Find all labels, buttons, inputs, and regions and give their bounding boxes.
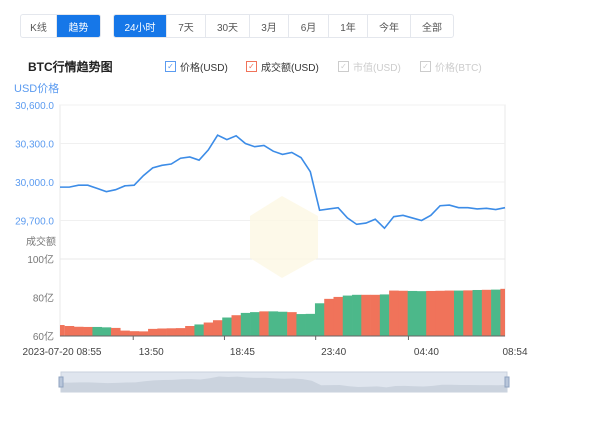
tab-all[interactable]: 全部 xyxy=(422,22,442,34)
volume-bar xyxy=(314,303,325,336)
zoom-handle-right[interactable] xyxy=(504,376,510,388)
volume-bar xyxy=(194,324,204,336)
checkbox-icon: ✓ xyxy=(165,61,176,72)
volume-bar xyxy=(240,312,251,336)
volume-bar xyxy=(268,311,279,336)
volume-bar xyxy=(185,325,195,336)
price-line xyxy=(60,134,506,230)
legend-label: 价格(BTC) xyxy=(435,63,482,74)
x-tick-label: 18:45 xyxy=(230,347,255,358)
volume-bar xyxy=(342,295,353,336)
volume-bar xyxy=(454,290,464,336)
price-axis-title: USD价格 xyxy=(14,81,59,95)
volume-bar xyxy=(231,315,242,336)
volume-bar xyxy=(166,328,177,336)
volume-bar xyxy=(83,326,93,336)
legend-label: 成交额(USD) xyxy=(261,63,319,74)
volume-bar xyxy=(250,312,260,336)
tab-trend[interactable]: 趋势 xyxy=(57,15,100,37)
zoom-slider-preview xyxy=(61,376,507,392)
volume-bar xyxy=(444,290,455,336)
range-tabs: 24小时 7天 30天 3月 6月 1年 今年 全部 xyxy=(113,14,454,38)
volume-bar xyxy=(352,294,362,336)
price-tick-label: 30,300.0 xyxy=(15,140,54,151)
tab-ytd[interactable]: 今年 xyxy=(368,15,411,37)
volume-bar xyxy=(101,327,112,336)
volume-bar xyxy=(73,326,84,336)
volume-bar xyxy=(389,290,399,336)
tab-kline[interactable]: K线 xyxy=(21,15,57,37)
volume-bar xyxy=(333,296,344,336)
volume-bar xyxy=(324,298,334,336)
x-tick-label: 23:40 xyxy=(321,347,346,358)
volume-bar xyxy=(157,328,167,336)
volume-bar xyxy=(435,290,446,336)
checkbox-icon: ✓ xyxy=(246,61,257,72)
tab-24h[interactable]: 24小时 xyxy=(114,15,167,37)
volume-bar xyxy=(92,326,103,336)
price-tick-label: 30,600.0 xyxy=(15,101,54,112)
legend-price-btc[interactable]: ✓ 价格(BTC) xyxy=(420,59,482,74)
volume-bar xyxy=(426,290,436,336)
legend-label: 市值(USD) xyxy=(353,63,401,74)
volume-bar xyxy=(212,320,223,336)
volume-bar xyxy=(398,290,408,336)
volume-bar xyxy=(138,331,149,336)
checkbox-icon: ✓ xyxy=(338,61,349,72)
tab-7d[interactable]: 7天 xyxy=(167,15,206,37)
volume-bar xyxy=(60,325,65,336)
volume-bar xyxy=(222,317,232,336)
volume-bar xyxy=(491,289,501,336)
volume-bar xyxy=(472,289,483,336)
price-tick-label: 29,700.0 xyxy=(15,217,54,228)
volume-bar xyxy=(175,328,186,336)
volume-bar xyxy=(296,314,306,336)
volume-tick-label: 100亿 xyxy=(27,253,54,266)
x-tick-label: 08:54 xyxy=(502,347,527,358)
x-tick-label: 13:50 xyxy=(139,347,164,358)
volume-bar xyxy=(370,294,381,336)
tab-6m[interactable]: 6月 xyxy=(289,15,329,37)
volume-tick-label: 60亿 xyxy=(33,330,54,343)
volume-bar xyxy=(305,313,316,336)
tab-1y[interactable]: 1年 xyxy=(329,15,368,37)
x-tick-label: 04:40 xyxy=(414,347,439,358)
watermark-logo xyxy=(250,196,318,278)
zoom-handle-left[interactable] xyxy=(58,376,64,388)
chart-title: BTC行情趋势图 xyxy=(28,60,113,74)
volume-bar xyxy=(416,291,427,336)
volume-bar xyxy=(120,330,130,336)
x-tick-label: 2023-07-20 08:55 xyxy=(23,347,102,358)
volume-bar xyxy=(203,322,214,336)
volume-bar xyxy=(259,311,269,336)
tab-30d[interactable]: 30天 xyxy=(206,15,250,37)
price-tick-label: 30,000.0 xyxy=(15,178,54,189)
legend-marketcap-usd[interactable]: ✓ 市值(USD) xyxy=(338,59,401,74)
volume-bar xyxy=(481,289,492,336)
volume-bar xyxy=(287,312,297,336)
volume-bar xyxy=(463,290,473,336)
checkbox-icon: ✓ xyxy=(420,61,431,72)
volume-bar xyxy=(64,325,75,336)
volume-bar xyxy=(379,294,390,336)
volume-bar xyxy=(500,288,505,336)
tab-3m[interactable]: 3月 xyxy=(250,15,289,37)
legend-label: 价格(USD) xyxy=(180,63,228,74)
volume-tick-label: 80亿 xyxy=(33,292,54,305)
volume-bar xyxy=(361,294,371,336)
volume-bar xyxy=(277,311,288,336)
legend-price-usd[interactable]: ✓ 价格(USD) xyxy=(165,59,228,74)
volume-bar xyxy=(148,328,158,336)
volume-bar xyxy=(407,290,418,336)
volume-bar xyxy=(129,331,140,336)
volume-bar xyxy=(110,327,121,336)
volume-axis-title: 成交额 xyxy=(26,235,56,248)
view-toggle: K线 趋势 xyxy=(20,14,101,38)
legend-volume-usd[interactable]: ✓ 成交额(USD) xyxy=(246,59,319,74)
